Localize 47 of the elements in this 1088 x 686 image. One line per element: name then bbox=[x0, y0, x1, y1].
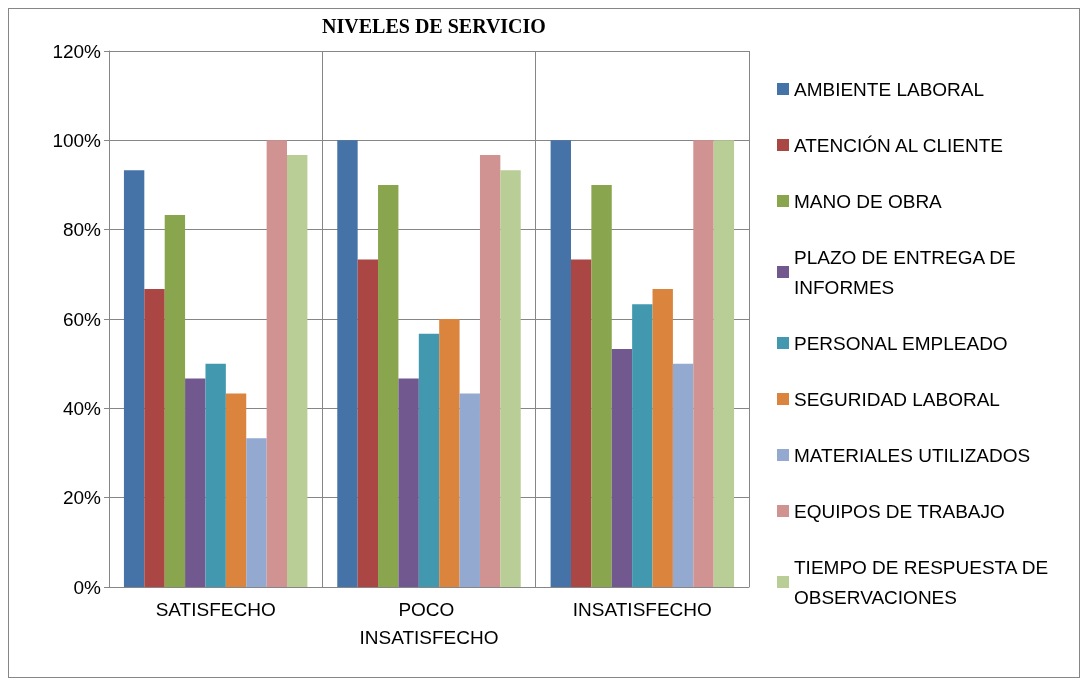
bar bbox=[672, 363, 694, 587]
legend-label: EQUIPOS DE TRABAJO bbox=[794, 500, 1005, 522]
bar bbox=[337, 140, 358, 587]
bar bbox=[591, 185, 612, 587]
legend-label: SEGURIDAD LABORAL bbox=[794, 388, 1000, 410]
legend-label: ATENCIÓN AL CLIENTE bbox=[794, 134, 1004, 156]
bar bbox=[398, 378, 419, 587]
chart-title: NIVELES DE SERVICIO bbox=[322, 15, 546, 37]
bar bbox=[550, 140, 571, 587]
legend-label: PERSONAL EMPLEADO bbox=[794, 332, 1008, 354]
bar bbox=[205, 363, 226, 587]
bar bbox=[418, 333, 440, 587]
bar bbox=[164, 214, 186, 587]
bar bbox=[459, 393, 480, 587]
bar bbox=[266, 140, 288, 587]
y-tick-label: 80% bbox=[62, 219, 102, 241]
x-tick-label: SATISFECHO bbox=[155, 598, 276, 620]
y-tick-label: 120% bbox=[52, 40, 102, 62]
bar bbox=[632, 304, 653, 587]
bar bbox=[225, 393, 247, 587]
legend-label: AMBIENTE LABORAL bbox=[794, 78, 985, 100]
y-tick-label: 20% bbox=[62, 487, 102, 509]
bar bbox=[500, 170, 521, 587]
bar bbox=[357, 259, 379, 587]
bar bbox=[693, 140, 714, 587]
legend-label: TIEMPO DE RESPUESTA DE OBSERVACIONES bbox=[794, 556, 1054, 608]
y-tick-label: 0% bbox=[73, 576, 102, 598]
bar bbox=[570, 259, 592, 587]
bar bbox=[246, 438, 267, 587]
y-tick-label: 60% bbox=[62, 308, 102, 330]
legend-label: MANO DE OBRA bbox=[794, 190, 943, 212]
legend-label: PLAZO DE ENTREGA DE INFORMES bbox=[794, 246, 1021, 298]
bar bbox=[123, 170, 145, 587]
y-tick-label: 40% bbox=[62, 397, 102, 419]
bar bbox=[439, 319, 460, 587]
x-tick-label: INSATISFECHO bbox=[572, 598, 712, 620]
bar bbox=[287, 155, 308, 587]
x-tick-label: POCO INSATISFECHO bbox=[359, 598, 499, 648]
bar bbox=[652, 289, 673, 587]
bar bbox=[713, 140, 735, 587]
bar bbox=[144, 289, 165, 587]
legend-label: MATERIALES UTILIZADOS bbox=[794, 444, 1031, 466]
y-tick-label: 100% bbox=[52, 129, 102, 151]
bar bbox=[479, 155, 501, 587]
bar bbox=[185, 378, 206, 587]
bar bbox=[378, 185, 399, 587]
bar bbox=[611, 348, 633, 587]
